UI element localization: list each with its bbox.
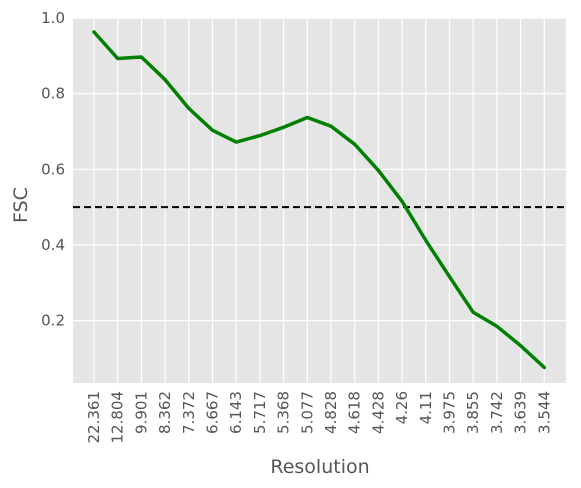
- y-tick-label: 1.0: [41, 9, 65, 27]
- x-tick-label: 6.667: [204, 391, 222, 434]
- x-axis-title: Resolution: [270, 456, 369, 478]
- x-tick-label: 6.143: [227, 391, 245, 434]
- y-tick-label: 0.2: [41, 312, 65, 330]
- x-tick-label: 3.975: [441, 391, 459, 434]
- x-tick-label: 4.828: [322, 391, 340, 434]
- x-tick-label: 8.362: [156, 391, 174, 434]
- x-tick-labels: 22.361 12.804 9.901 8.362 7.372 6.667 6.143 5.7…: [85, 391, 553, 444]
- x-tick-label: 3.742: [488, 391, 506, 434]
- x-tick-label: 4.618: [346, 391, 364, 434]
- x-tick-label: 7.372: [180, 391, 198, 434]
- x-tick-label: 22.361: [85, 391, 103, 444]
- x-tick-label: 5.368: [275, 391, 293, 434]
- x-tick-label: 5.717: [251, 391, 269, 434]
- x-tick-label: 12.804: [109, 391, 127, 444]
- series-group: [92, 30, 547, 370]
- y-tick-label: 0.4: [41, 236, 65, 254]
- x-tick-label: 3.639: [512, 391, 530, 434]
- fsc-series-line: [92, 30, 547, 370]
- x-tick-label: 3.855: [464, 391, 482, 434]
- y-tick-label: 0.8: [41, 85, 65, 103]
- x-tick-label: 4.428: [369, 391, 387, 434]
- x-tick-label: 5.077: [298, 391, 316, 434]
- grid-lines: [73, 17, 566, 383]
- plot-area: [73, 18, 566, 383]
- x-tick-label: 4.26: [393, 391, 411, 424]
- x-tick-label: 9.901: [132, 391, 150, 434]
- x-tick-label: 3.544: [535, 391, 553, 434]
- y-tick-label: 0.6: [41, 160, 65, 178]
- y-axis-title: FSC: [10, 187, 32, 223]
- y-tick-labels: 0.2 0.4 0.6 0.8 1.0: [41, 9, 65, 330]
- x-tick-label: 4.11: [417, 391, 435, 424]
